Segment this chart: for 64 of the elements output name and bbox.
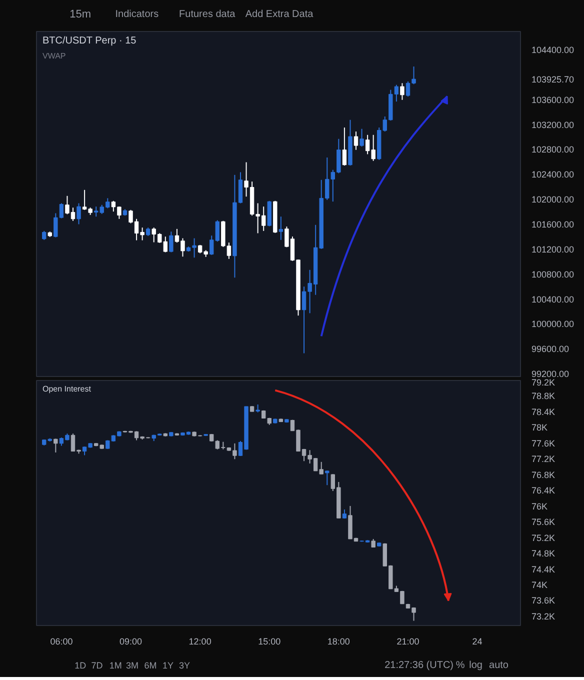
candlestick: [342, 127, 347, 166]
text: Open Interest: [42, 384, 92, 394]
x-tick-label: 12:00: [188, 636, 212, 646]
y-tick-label: 78.4K: [532, 406, 556, 417]
y-tick-label: 102000.00: [532, 194, 574, 205]
text: Futures data: [179, 9, 236, 20]
y-tick-label: 78.8K: [532, 391, 556, 402]
candlestick: [354, 131, 358, 150]
x-tick-label: 15:00: [258, 636, 281, 646]
candlestick: [76, 202, 81, 225]
y-tick-label: 78K: [532, 422, 548, 433]
y-tick-label: 101200.00: [532, 244, 574, 254]
y-tick-label: 102400.00: [532, 170, 574, 180]
annotation: VWAP: [42, 52, 66, 60]
y-tick-label: 75.6K: [532, 517, 556, 528]
y-tick-label: 77.2K: [532, 454, 556, 464]
y-tick-label: 74.8K: [532, 548, 556, 559]
text: %: [456, 660, 465, 671]
text: 3Y: [179, 660, 190, 670]
candlestick: [169, 231, 174, 253]
y-tick-label: 74K: [532, 580, 548, 590]
y-tick-label: 73.6K: [532, 596, 556, 606]
y-tick-label: 104400.00: [532, 45, 574, 56]
text: auto: [489, 660, 509, 671]
text: 6M: [144, 660, 157, 670]
y-tick-label: 103925.70: [532, 74, 574, 85]
candlestick: [360, 128, 364, 148]
y-tick-label: 102800.00: [532, 144, 574, 155]
text: 3M: [126, 660, 139, 670]
x-tick-label: 06:00: [50, 636, 73, 646]
y-tick-label: 73.2K: [532, 611, 556, 622]
y-tick-label: 99600.00: [532, 344, 570, 354]
chart-title: BTC/USDT Perp · 15: [42, 36, 137, 46]
text: 7D: [91, 660, 104, 670]
y-tick-label: 99200.00: [532, 369, 570, 380]
y-tick-label: 76.4K: [532, 486, 556, 496]
text: Indicators: [115, 9, 159, 20]
text: 21:27:36 (UTC): [384, 660, 454, 671]
candlestick: [54, 438, 58, 453]
text: 1Y: [162, 660, 174, 670]
x-tick-label: 24: [472, 636, 482, 646]
text: 15m: [70, 8, 92, 20]
y-tick-label: 79.2K: [532, 378, 556, 388]
y-tick-label: 76.8K: [532, 470, 556, 480]
y-tick-label: 77.6K: [532, 438, 556, 448]
x-tick-label: 21:00: [396, 636, 420, 646]
y-tick-label: 103200.00: [532, 120, 574, 130]
x-tick-label: 18:00: [327, 636, 350, 646]
y-tick-label: 103600.00: [532, 94, 574, 105]
text: 1D: [74, 660, 87, 670]
y-tick-label: 100800.00: [532, 269, 574, 280]
y-tick-label: 100000.00: [532, 319, 574, 330]
text: Add Extra Data: [245, 9, 314, 20]
y-tick-label: 75.2K: [532, 532, 556, 543]
text: 1M: [109, 660, 122, 670]
y-tick-label: 100400.00: [532, 294, 574, 304]
y-tick-label: 76K: [532, 501, 548, 512]
candlestick: [325, 470, 330, 486]
y-tick-label: 74.4K: [532, 564, 556, 574]
candlestick: [278, 216, 284, 240]
text: log: [469, 660, 482, 671]
x-tick-label: 09:00: [120, 636, 142, 646]
y-tick-label: 101600.00: [532, 220, 574, 230]
candlestick: [400, 82, 404, 100]
